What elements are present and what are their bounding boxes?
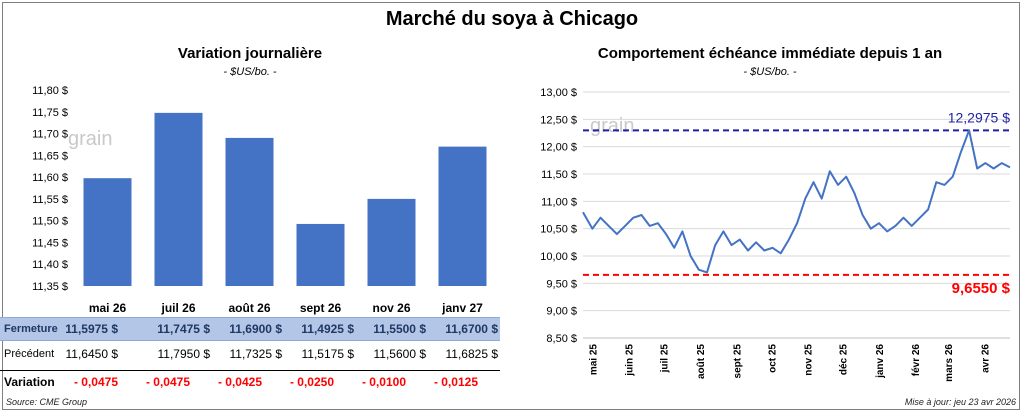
bar bbox=[154, 112, 203, 286]
watermark-logo: grain bbox=[590, 115, 634, 137]
x-tick-label: mai 26 bbox=[89, 301, 127, 315]
bar-chart-title: Variation journalière bbox=[177, 45, 323, 62]
x-tick-label: janv 27 bbox=[441, 301, 483, 315]
table-cell: 11,6700 $ bbox=[445, 322, 498, 336]
row-label: Précédent bbox=[4, 348, 55, 360]
table-row-variation: Variation - 0,0475 - 0,0475 - 0,0425 - 0… bbox=[0, 370, 500, 393]
x-tick-label: juil 26 bbox=[160, 301, 195, 315]
table-cell: 11,5600 $ bbox=[373, 347, 427, 361]
table-cell: - 0,0475 bbox=[145, 375, 190, 389]
x-tick-label: févr 26 bbox=[911, 344, 922, 377]
y-tick-label: 11,50 $ bbox=[32, 216, 68, 228]
row-label: Fermeture bbox=[4, 323, 58, 335]
bar bbox=[83, 178, 132, 286]
table-cell: 11,6900 $ bbox=[229, 322, 282, 336]
price-line bbox=[582, 129, 1011, 274]
x-tick-label: août 26 bbox=[228, 301, 270, 315]
source-note: Source: CME Group bbox=[6, 397, 88, 407]
x-tick-label: mars 26 bbox=[944, 344, 955, 382]
table-cell: 11,6450 $ bbox=[65, 347, 119, 361]
table-cell: - 0,0125 bbox=[433, 375, 478, 389]
table-row-fermeture: Fermeture 11,5975 $ 11,7475 $ 11,6900 $ … bbox=[0, 317, 500, 341]
x-tick-label: sept 26 bbox=[300, 301, 342, 315]
x-tick-label: juil 25 bbox=[660, 344, 671, 374]
y-tick-label: 12,00 $ bbox=[540, 142, 577, 154]
y-tick-label: 11,65 $ bbox=[32, 150, 68, 162]
y-tick-label: 11,55 $ bbox=[32, 194, 68, 206]
x-tick-label: sept 25 bbox=[732, 344, 743, 379]
x-tick-label: oct 25 bbox=[767, 344, 778, 373]
x-tick-label: nov 25 bbox=[804, 344, 815, 376]
y-tick-label: 13,00 $ bbox=[540, 87, 577, 99]
table-cell: 11,7475 $ bbox=[157, 322, 210, 336]
update-note: Mise à jour: jeu 23 avr 2026 bbox=[904, 397, 1016, 407]
bar bbox=[225, 137, 274, 286]
table-cell: 11,4925 $ bbox=[301, 322, 354, 336]
table-cell: - 0,0100 bbox=[361, 375, 406, 389]
table-cell: 11,5175 $ bbox=[301, 347, 355, 361]
x-tick-label: juin 25 bbox=[625, 344, 636, 377]
table-row-precedent: Précédent 11,6450 $ 11,7950 $ 11,7325 $ … bbox=[0, 343, 500, 365]
y-tick-label: 11,40 $ bbox=[32, 259, 68, 271]
dashboard-frame bbox=[2, 2, 1020, 410]
x-tick-label: déc 25 bbox=[839, 344, 850, 376]
line-chart-title: Comportement échéance immédiate depuis 1… bbox=[597, 45, 943, 62]
y-tick-label: 11,35 $ bbox=[32, 281, 68, 293]
y-tick-label: 12,50 $ bbox=[540, 114, 577, 126]
y-tick-label: 11,80 $ bbox=[32, 85, 68, 97]
watermark-logo: grain bbox=[68, 128, 112, 150]
x-tick-label: avr 26 bbox=[980, 344, 991, 373]
y-tick-label: 11,50 $ bbox=[541, 169, 577, 181]
table-cell: 11,7325 $ bbox=[229, 347, 283, 361]
table-cell: 11,5500 $ bbox=[373, 322, 426, 336]
y-tick-label: 8,50 $ bbox=[546, 333, 577, 345]
table-cell: - 0,0475 bbox=[73, 375, 118, 389]
y-tick-label: 11,60 $ bbox=[32, 172, 68, 184]
bar bbox=[296, 223, 345, 286]
y-tick-label: 11,45 $ bbox=[32, 237, 68, 249]
x-tick-label: août 25 bbox=[696, 344, 707, 379]
table-cell: 11,7950 $ bbox=[157, 347, 211, 361]
y-tick-label: 11,75 $ bbox=[32, 107, 68, 119]
bar bbox=[438, 146, 487, 286]
y-tick-label: 10,00 $ bbox=[540, 251, 577, 263]
y-tick-label: 11,70 $ bbox=[32, 129, 68, 141]
bar-chart: grain 11,35 $ 11,40 $ 11,45 $ 11,50 $ 11,55 $… bbox=[32, 85, 487, 315]
row-label: Variation bbox=[4, 375, 55, 389]
line-chart-unit: - $US/bo. - bbox=[743, 66, 797, 78]
table-cell: - 0,0425 bbox=[217, 375, 262, 389]
table-cell: 11,5975 $ bbox=[65, 322, 118, 336]
y-tick-label: 10,50 $ bbox=[540, 224, 577, 236]
table-cell: - 0,0250 bbox=[289, 375, 334, 389]
x-tick-label: janv 26 bbox=[875, 344, 886, 379]
table-cell: 11,6825 $ bbox=[445, 347, 499, 361]
x-tick-label: mai 25 bbox=[588, 344, 599, 376]
y-tick-label: 9,50 $ bbox=[546, 278, 577, 290]
x-tick-label: nov 26 bbox=[372, 301, 410, 315]
bar-chart-unit: - $US/bo. - bbox=[223, 66, 277, 78]
bar bbox=[367, 198, 416, 286]
y-tick-label: 11,00 $ bbox=[541, 196, 577, 208]
reference-label: 12,2975 $ bbox=[948, 109, 1010, 125]
page-title: Marché du soya à Chicago bbox=[385, 8, 639, 30]
reference-label: 9,6550 $ bbox=[952, 280, 1011, 297]
y-tick-label: 9,00 $ bbox=[546, 306, 577, 318]
